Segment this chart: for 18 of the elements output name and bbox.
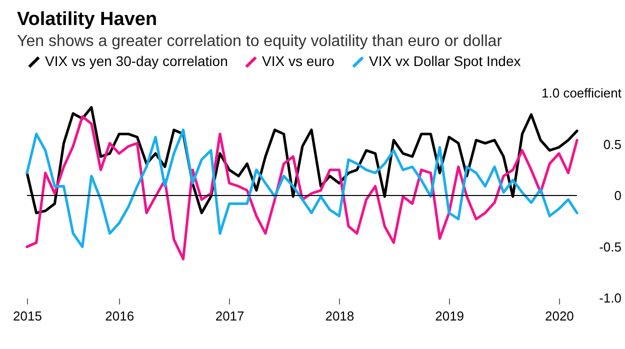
x-tick-label: 2018 (325, 308, 354, 324)
x-tick-label: 2015 (13, 308, 42, 324)
y-tick-label: 1.0 coefficient (542, 86, 622, 100)
legend-label: VIX vx Dollar Spot Index (369, 53, 521, 70)
chart-subtitle: Yen shows a greater correlation to equity volatility than euro or dollar (17, 33, 503, 50)
legend-label: VIX vs yen 30-day correlation (45, 53, 228, 70)
line-series (26, 115, 578, 260)
y-tick-label: -1.0 (599, 290, 622, 306)
legend-label: VIX vs euro (262, 53, 335, 70)
x-tick-label: 2017 (215, 308, 244, 324)
x-tick-label: 2019 (435, 308, 464, 324)
line-series (26, 128, 578, 248)
y-tick-label: -0.5 (599, 239, 622, 254)
y-tick-label: 0 (614, 188, 622, 203)
x-tick-label: 2020 (544, 308, 574, 324)
chart-title: Volatility Haven (17, 9, 158, 30)
y-tick-label: 0.5 (603, 136, 622, 152)
x-tick-label: 2016 (105, 308, 134, 324)
